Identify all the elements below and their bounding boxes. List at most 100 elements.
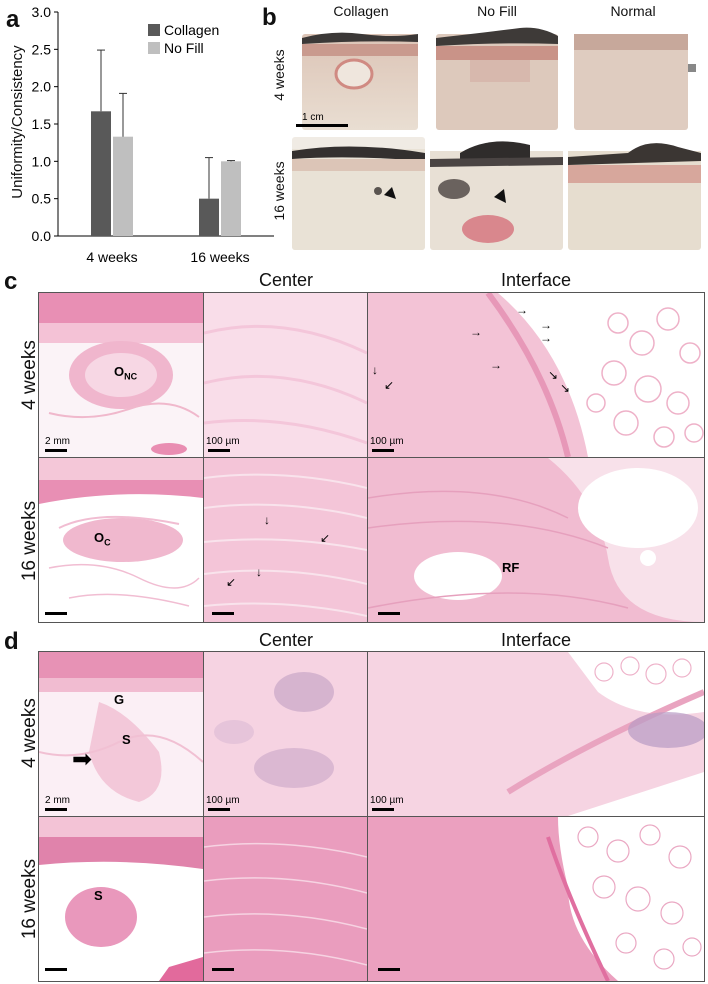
arrow-c8: ↓	[372, 363, 378, 377]
d-frame-bot	[38, 981, 705, 982]
arrow-c2: →	[540, 318, 552, 332]
arrow-c4: →	[470, 325, 482, 339]
legend-swatch	[148, 24, 160, 36]
panel-label-c: c	[4, 268, 18, 295]
legend-label: No Fill	[164, 40, 204, 56]
y-tick-label: 0.0	[32, 228, 52, 244]
c-scalebar-2mm	[45, 449, 67, 452]
b-col-normal: Normal	[610, 3, 656, 19]
d-interface-4wk	[368, 652, 704, 816]
d-interface-16wk	[368, 817, 704, 981]
photo-nofill-16wk	[430, 137, 563, 250]
d-scalebar-16-3	[378, 968, 400, 971]
panel-label-d: d	[4, 628, 19, 655]
d-center-16wk	[204, 817, 367, 981]
b-row-4weeks: 4 weeks	[271, 49, 287, 101]
d-frame-mid	[38, 816, 705, 817]
photo-nofill-4wk	[430, 20, 563, 132]
label-s1: S	[122, 732, 131, 747]
panel-label-b: b	[262, 4, 277, 31]
d-frame-top	[38, 651, 705, 652]
arrow-c10: ↓	[264, 513, 270, 527]
photo-collagen-16wk	[292, 137, 425, 250]
y-tick-label: 1.5	[32, 116, 52, 132]
c-scalebar-16-2	[212, 612, 234, 615]
arrow-c13: ↙	[226, 575, 237, 589]
label-oc: OC	[94, 530, 111, 548]
c-scalebar-100um-2-label: 100 µm	[370, 436, 404, 447]
arrow-c5: →	[490, 358, 502, 372]
c-frame-v1	[38, 292, 39, 623]
c-frame-v2	[203, 292, 204, 623]
arrow-c1: →	[516, 303, 528, 317]
x-tick-label: 16 weeks	[190, 249, 249, 265]
bar	[91, 111, 111, 236]
y-tick-label: 0.5	[32, 191, 52, 207]
label-onc: ONC	[114, 364, 138, 382]
c-center-16wk	[204, 458, 367, 622]
d-frame-v4	[704, 651, 705, 982]
bar	[221, 161, 241, 236]
c-scalebar-16-1	[45, 612, 67, 615]
c-scalebar-2mm-label: 2 mm	[45, 436, 70, 447]
d-lowmag-4wk	[39, 652, 203, 816]
photo-normal-16wk	[568, 137, 701, 250]
arrow-c9: ↙	[384, 378, 395, 392]
black-arrow-d: ➡	[72, 746, 93, 773]
c-frame-mid	[38, 457, 705, 458]
d-frame-v1	[38, 651, 39, 982]
d-scalebar-100um-2-label: 100 µm	[370, 795, 404, 806]
c-frame-bot	[38, 622, 705, 623]
c-scalebar-16-3	[378, 612, 400, 615]
y-tick-label: 2.0	[32, 79, 52, 95]
c-lowmag-16wk	[39, 458, 203, 622]
d-frame-v3	[367, 651, 368, 982]
arrow-c12: ↓	[256, 565, 262, 579]
photo-normal-4wk	[568, 20, 701, 132]
label-rf: RF	[502, 560, 520, 575]
panel-label-a: a	[6, 6, 20, 33]
d-scalebar-100um-1-label: 100 µm	[206, 795, 240, 806]
y-tick-label: 1.0	[32, 153, 52, 169]
b-row-16weeks: 16 weeks	[271, 161, 287, 221]
c-scalebar-100um-2	[372, 449, 394, 452]
b-col-collagen: Collagen	[333, 3, 389, 19]
arrow-c7: ↘	[560, 381, 571, 395]
c-scalebar-100um-1	[208, 449, 230, 452]
legend-swatch	[148, 42, 160, 54]
chart-ylabel: Uniformity/Consistency	[9, 45, 26, 199]
d-lowmag-16wk	[39, 817, 203, 981]
arrow-c11: ↙	[320, 531, 331, 545]
c-lowmag-4wk	[39, 293, 203, 457]
d-scalebar-100um-1	[208, 808, 230, 811]
d-scalebar-2mm	[45, 808, 67, 811]
y-tick-label: 2.5	[32, 41, 52, 57]
c-frame-v4	[704, 292, 705, 623]
photo-collagen-4wk	[292, 20, 425, 132]
arrow-c6: ↘	[548, 368, 559, 382]
c-col-center: Center	[258, 270, 314, 290]
c-col-interface: Interface	[500, 270, 572, 290]
b-scalebar	[296, 124, 348, 127]
b-scalebar-label: 1 cm	[302, 112, 324, 123]
bar	[199, 198, 219, 236]
d-scalebar-100um-2	[372, 808, 394, 811]
x-tick-label: 4 weeks	[86, 249, 137, 265]
d-scalebar-16-1	[45, 968, 67, 971]
c-center-4wk	[204, 293, 367, 457]
d-col-center: Center	[258, 630, 314, 650]
d-scalebar-16-2	[212, 968, 234, 971]
bar	[113, 136, 133, 236]
bar-chart: 0.0 0.5 1.0 1.5 2.0 2.5 3.0 4 weeks 16 weeks Coll…	[32, 4, 274, 265]
d-scalebar-2mm-label: 2 mm	[45, 795, 70, 806]
y-tick-label: 3.0	[32, 4, 52, 20]
c-interface-4wk	[368, 293, 704, 457]
d-center-4wk	[204, 652, 367, 816]
d-frame-v2	[203, 651, 204, 982]
arrow-c3: →	[540, 331, 552, 345]
c-frame-v3	[367, 292, 368, 623]
b-col-nofill: No Fill	[477, 3, 517, 19]
label-s2: S	[94, 888, 103, 903]
c-interface-16wk	[368, 458, 704, 622]
legend-label: Collagen	[164, 22, 219, 38]
